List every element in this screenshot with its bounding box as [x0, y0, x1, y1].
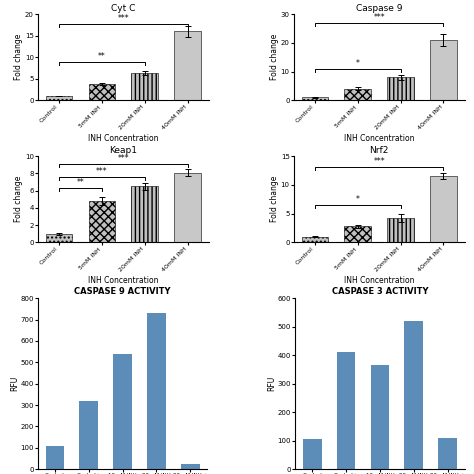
Bar — [46, 96, 72, 100]
Text: **: ** — [98, 52, 106, 61]
Title: CASPASE 3 ACTIVITY: CASPASE 3 ACTIVITY — [332, 287, 428, 296]
Bar — [46, 446, 64, 469]
Bar — [301, 98, 328, 100]
Y-axis label: Fold change: Fold change — [270, 176, 279, 222]
Text: **: ** — [76, 178, 84, 187]
Bar — [345, 89, 371, 100]
Bar — [113, 354, 132, 469]
Bar — [438, 438, 457, 469]
Bar — [387, 77, 414, 100]
Y-axis label: Fold change: Fold change — [14, 34, 23, 81]
Bar — [131, 73, 158, 100]
Bar — [430, 176, 457, 242]
Bar — [430, 40, 457, 100]
Text: ***: *** — [96, 167, 108, 176]
X-axis label: INH Concentration: INH Concentration — [88, 134, 158, 143]
Text: ***: *** — [118, 154, 129, 163]
Bar — [301, 237, 328, 242]
Bar — [80, 401, 98, 469]
Bar — [387, 218, 414, 242]
Title: Nrf2: Nrf2 — [370, 146, 389, 155]
Bar — [89, 84, 115, 100]
X-axis label: INH Concentration: INH Concentration — [344, 276, 414, 285]
Text: *: * — [356, 59, 360, 68]
Bar — [371, 365, 389, 469]
X-axis label: INH Concentration: INH Concentration — [344, 134, 414, 143]
Y-axis label: RFU: RFU — [267, 376, 276, 392]
Title: Keap1: Keap1 — [109, 146, 137, 155]
Bar — [89, 201, 115, 242]
Text: ***: *** — [118, 14, 129, 23]
Text: ***: *** — [374, 13, 385, 22]
Bar — [303, 439, 321, 469]
Y-axis label: RFU: RFU — [10, 376, 19, 392]
Bar — [337, 352, 356, 469]
Title: Caspase 9: Caspase 9 — [356, 4, 402, 13]
Bar — [174, 31, 201, 100]
Title: CASPASE 9 ACTIVITY: CASPASE 9 ACTIVITY — [74, 287, 171, 296]
Bar — [131, 186, 158, 242]
Text: *: * — [356, 195, 360, 204]
Y-axis label: Fold change: Fold change — [14, 176, 23, 222]
Y-axis label: Fold change: Fold change — [270, 34, 279, 81]
Bar — [345, 226, 371, 242]
Bar — [181, 464, 200, 469]
Text: ***: *** — [374, 157, 385, 166]
Title: Cyt C: Cyt C — [111, 4, 136, 13]
X-axis label: INH Concentration: INH Concentration — [88, 276, 158, 285]
Bar — [174, 173, 201, 242]
Bar — [404, 321, 423, 469]
Bar — [147, 313, 166, 469]
Bar — [46, 234, 72, 242]
